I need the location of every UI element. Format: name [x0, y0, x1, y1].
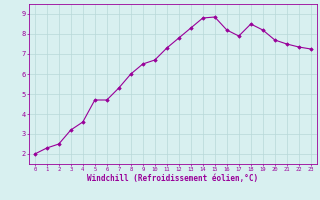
X-axis label: Windchill (Refroidissement éolien,°C): Windchill (Refroidissement éolien,°C)	[87, 174, 258, 183]
